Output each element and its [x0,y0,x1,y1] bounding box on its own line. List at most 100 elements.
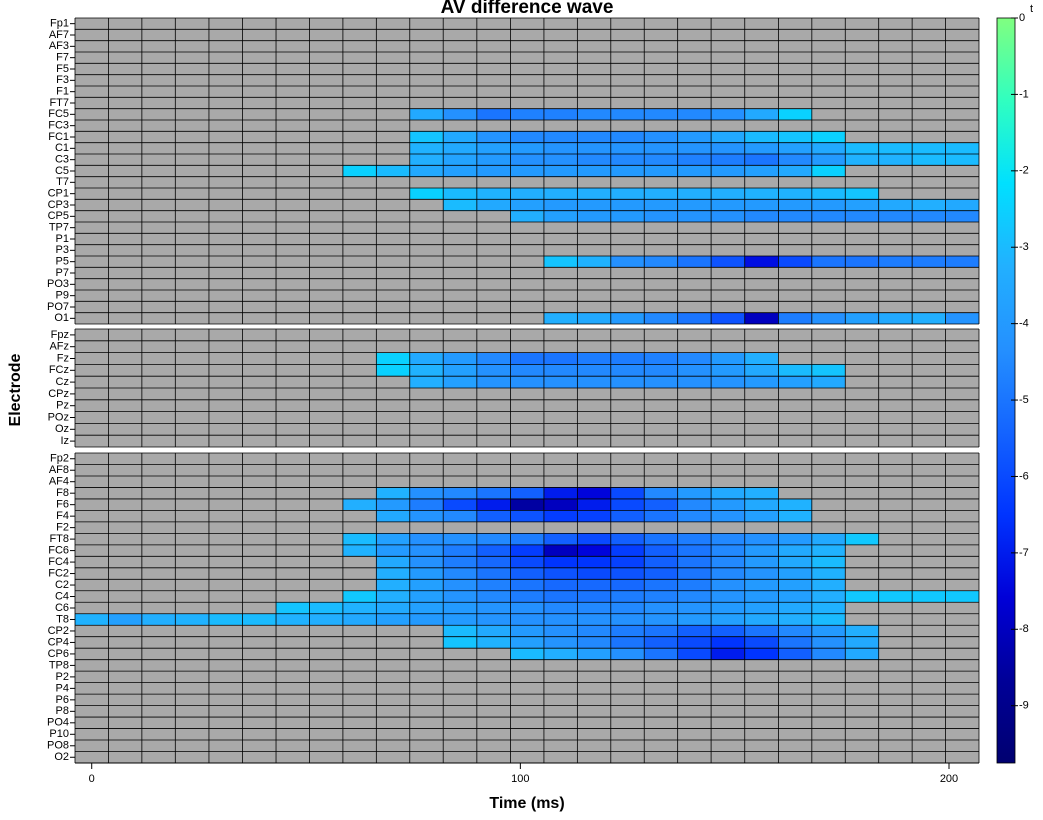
heatmap-cell [409,590,444,603]
heatmap-cell [476,567,511,580]
heatmap-cell [778,165,812,177]
electrode-label: Iz [60,435,69,447]
heatmap-cell [711,131,745,143]
heatmap-cell [443,352,477,365]
heatmap-cell [476,544,511,557]
heatmap-cell [577,142,611,154]
heatmap-cell [744,567,779,580]
electrode-label: Oz [55,423,69,435]
heatmap-cell [376,567,410,580]
colorbar-tick-label: -2 [1019,165,1029,177]
heatmap-cell [409,579,444,591]
heatmap-cell [744,188,779,200]
heatmap-cell [409,487,444,499]
electrode-label: TP8 [49,659,69,671]
heatmap-cell [811,648,846,660]
heatmap-cell [677,165,712,177]
electrode-label: F8 [56,487,69,499]
heatmap-cell [778,498,812,511]
heatmap-cell [677,376,712,388]
heatmap-cell [711,636,745,649]
heatmap-cell [644,131,678,143]
heatmap-cell [543,312,578,324]
heatmap-cell [543,602,578,614]
heatmap-cell [711,613,745,626]
heatmap-cell [878,312,913,324]
heatmap-cell [778,312,812,324]
heatmap-cell [744,131,779,143]
heatmap-cell [811,636,846,649]
heatmap-cell [409,544,444,557]
heatmap-cell [744,199,779,211]
heatmap-cell [476,352,511,365]
heatmap-cell [711,108,745,120]
heatmap-cell [644,154,678,166]
electrode-label: POz [48,411,69,423]
heatmap-cell [409,556,444,568]
heatmap-cell [577,544,611,557]
heatmap-cell [811,567,846,580]
colorbar-tick-label: -5 [1019,394,1029,406]
heatmap-cell [677,510,712,522]
heatmap-cell [543,142,578,154]
heatmap-cell [510,544,544,557]
heatmap-cell [610,648,645,660]
heatmap-cell [409,142,444,154]
heatmap-cell [644,498,678,511]
heatmap-cell [711,256,745,268]
heatmap-cell [677,210,712,222]
heatmap-cell [778,364,812,377]
heatmap-cell [644,352,678,365]
electrode-label: P10 [49,728,69,740]
heatmap-cell [744,487,779,499]
heatmap-cell [644,613,678,626]
heatmap-cell [644,487,678,499]
electrode-label: FCz [49,364,69,376]
heatmap-cell [577,556,611,568]
heatmap-cell [644,533,678,545]
heatmap-cell [811,142,846,154]
heatmap-cell [778,544,812,557]
heatmap-cell [577,131,611,143]
heatmap-cell [878,142,913,154]
heatmap-cell [242,613,277,626]
heatmap-cell [443,364,477,377]
heatmap-cell [845,312,879,324]
heatmap-cell [610,352,645,365]
heatmap-cell [744,352,779,365]
heatmap-cell [543,199,578,211]
heatmap-cell [610,312,645,324]
heatmap-cell [409,533,444,545]
heatmap-cell [376,602,410,614]
heatmap-cell [443,487,477,499]
heatmap-cell [644,544,678,557]
heatmap-cell [376,590,410,603]
heatmap-cell [711,188,745,200]
heatmap-cell [443,579,477,591]
electrode-label: T8 [56,613,69,625]
heatmap-cell [912,590,946,603]
heatmap-cell [543,487,578,499]
electrode-label: F1 [56,86,69,98]
heatmap-cell [543,376,578,388]
electrode-label: F7 [56,52,69,64]
heatmap-cell [945,256,979,268]
heatmap-cell [778,188,812,200]
heatmap-cell [409,165,444,177]
heatmap-cell [811,613,846,626]
heatmap-cell [610,625,645,637]
electrode-label: Fpz [51,329,69,341]
heatmap-cell [510,613,544,626]
heatmap-cell [543,567,578,580]
heatmap-cell [510,498,544,511]
heatmap-cell [476,625,511,637]
heatmap-cell [945,210,979,222]
heatmap-cell [811,533,846,545]
heatmap-cell [577,510,611,522]
heatmap-cell [744,579,779,591]
heatmap-cell [644,376,678,388]
electrode-label: CP2 [48,625,69,637]
heatmap-cell [744,648,779,660]
heatmap-cell [744,544,779,557]
electrode-label: FC3 [48,120,69,132]
